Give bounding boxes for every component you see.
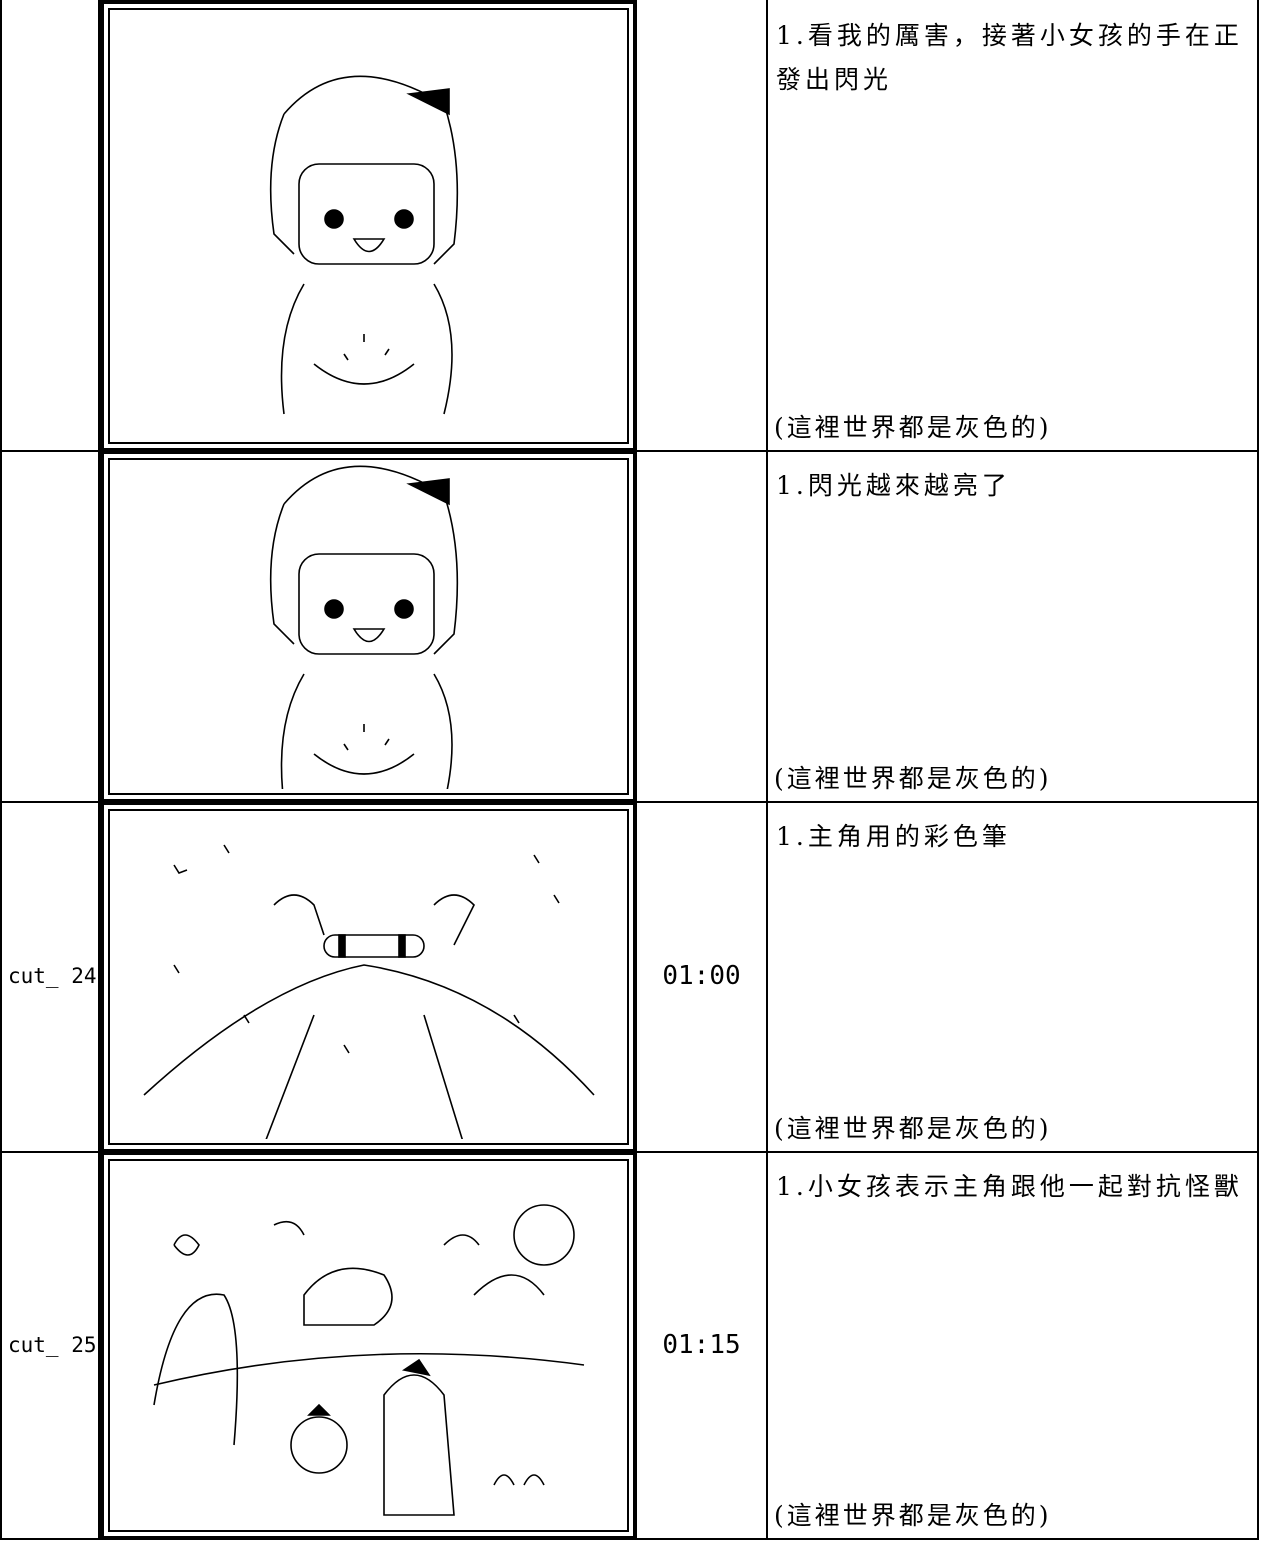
description: 1.小女孩表示主角跟他一起對抗怪獸	[776, 1172, 1243, 1201]
description: 1.閃光越來越亮了	[776, 471, 1011, 500]
description: 1.主角用的彩色筆	[776, 822, 1011, 851]
row: cut_ 25 01:15 1.小女孩表示主角跟他一起對抗怪獸 (這裡世界都是灰…	[0, 1151, 1259, 1540]
note: (這裡世界都是灰色的)	[774, 413, 1052, 442]
description: 1.看我的厲害，接著小女孩的手在正發出閃光	[776, 21, 1243, 94]
sketch	[269, 465, 459, 789]
time: 01:15	[662, 1329, 741, 1360]
cut-label: cut_ 24	[8, 964, 97, 988]
sketch	[153, 1204, 585, 1516]
cut-label: cut_ 25	[8, 1332, 97, 1357]
cut-cell	[0, 0, 100, 452]
note: (這裡世界都是灰色的)	[774, 1501, 1052, 1530]
desc-cell: 1.主角用的彩色筆 (這裡世界都是灰色的)	[768, 801, 1259, 1153]
frame	[100, 801, 637, 1153]
cut-cell: cut_ 25	[0, 1151, 100, 1540]
row: 1.看我的厲害，接著小女孩的手在正發出閃光 (這裡世界都是灰色的)	[0, 0, 1259, 452]
row: 1.閃光越來越亮了 (這裡世界都是灰色的)	[0, 450, 1259, 803]
sketch	[269, 75, 459, 415]
time-cell	[637, 0, 768, 452]
time: 01:00	[662, 961, 741, 991]
cut-cell	[0, 450, 100, 803]
frame	[100, 450, 637, 803]
frame	[100, 0, 637, 452]
desc-cell: 1.看我的厲害，接著小女孩的手在正發出閃光 (這裡世界都是灰色的)	[768, 0, 1259, 452]
row: cut_ 24 01:00 1.主角用的彩色筆 (這裡世界都是灰色的)	[0, 801, 1259, 1153]
desc-cell: 1.小女孩表示主角跟他一起對抗怪獸 (這裡世界都是灰色的)	[768, 1151, 1259, 1540]
time-cell: 01:15	[637, 1151, 768, 1540]
desc-cell: 1.閃光越來越亮了 (這裡世界都是灰色的)	[768, 450, 1259, 803]
cut-cell: cut_ 24	[0, 801, 100, 1153]
time-cell: 01:00	[637, 801, 768, 1153]
frame	[100, 1151, 637, 1540]
note: (這裡世界都是灰色的)	[774, 1114, 1052, 1143]
time-cell	[637, 450, 768, 803]
note: (這裡世界都是灰色的)	[774, 764, 1052, 793]
sketch	[143, 844, 595, 1139]
